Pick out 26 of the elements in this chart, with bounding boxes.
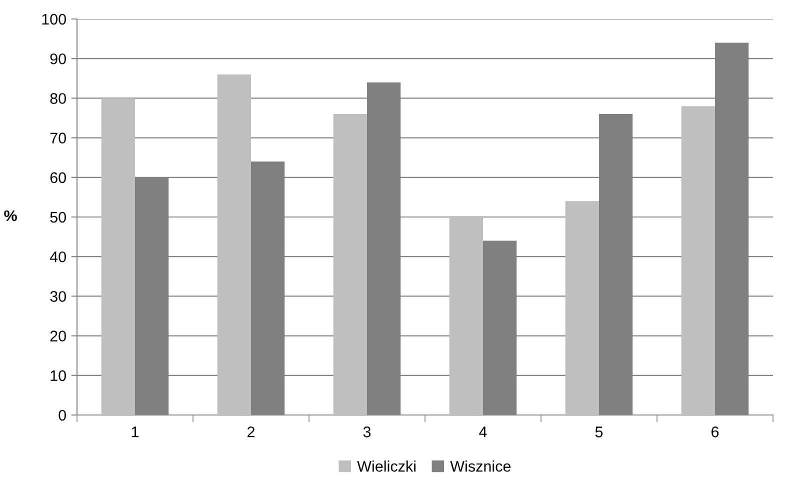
y-tick-label: 60 <box>50 172 66 184</box>
y-tick-label: 90 <box>50 53 66 64</box>
bar <box>101 98 135 415</box>
y-tick-label: 0 <box>58 410 66 421</box>
y-tick-label: 40 <box>50 251 66 262</box>
y-tick-label: 80 <box>50 93 66 104</box>
x-tick-label: 5 <box>595 426 603 438</box>
y-tick-label: 10 <box>50 370 66 382</box>
y-tick-label: 50 <box>50 212 66 223</box>
bar <box>333 114 367 415</box>
bar <box>565 201 599 415</box>
x-tick-label: 6 <box>712 426 719 438</box>
x-tick-label: 4 <box>479 426 487 438</box>
x-tick-label: 3 <box>363 426 371 438</box>
legend-label: Wieliczki <box>357 460 416 472</box>
x-tick-label: 1 <box>132 426 139 438</box>
y-tick-label: 70 <box>50 132 66 144</box>
y-tick-label: 20 <box>50 330 66 342</box>
x-tick-label: 2 <box>248 426 254 438</box>
bar <box>449 217 483 415</box>
bar <box>217 74 251 415</box>
y-tick-label: 100 <box>42 14 66 25</box>
y-tick-label: 30 <box>50 291 66 302</box>
bar <box>681 106 715 415</box>
y-axis-title: % <box>4 210 17 222</box>
legend-label: Wisznice <box>450 460 511 472</box>
